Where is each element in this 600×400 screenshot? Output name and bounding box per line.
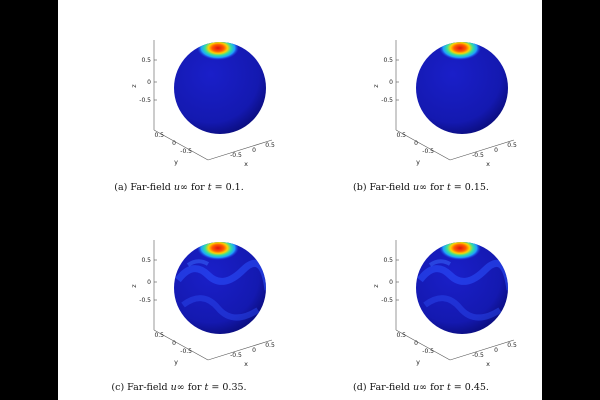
x-axis-label: x	[244, 360, 248, 368]
far-field-plot: 0.50-0.5z0.50-0.5y-0.500.5x654321	[372, 240, 517, 368]
panel-a: 0.50-0.5z0.50-0.5y-0.500.5x4.543.532.521…	[58, 0, 300, 200]
z-tick-label: 0	[147, 279, 151, 286]
x-tick-label: -0.5	[230, 152, 242, 159]
y-tick-label: 0	[414, 340, 418, 347]
figure-page: 0.50-0.5z0.50-0.5y-0.500.5x4.543.532.521…	[58, 0, 542, 400]
caption-b: (b) Far-field u∞ for t = 0.15.	[353, 182, 489, 193]
x-axis-line	[207, 339, 273, 361]
x-tick-label: 0.5	[265, 342, 275, 349]
y-axis-label: y	[416, 158, 420, 166]
x-tick-label: -0.5	[472, 352, 484, 359]
x-tick-label: 0	[494, 147, 498, 154]
x-axis-label: x	[486, 360, 490, 368]
y-tick-label: 0.5	[396, 332, 406, 339]
z-tick-label: 0.5	[141, 57, 151, 64]
x-tick-label: -0.5	[230, 352, 242, 359]
z-tick-label: 0	[147, 79, 151, 86]
hotspot	[439, 42, 481, 60]
x-axis-line	[449, 339, 515, 361]
hotspot	[439, 242, 481, 260]
axes-frame	[153, 240, 273, 361]
hotspot	[197, 42, 239, 60]
z-tick-label: 0.5	[383, 57, 393, 64]
y-tick-label: 0	[172, 340, 176, 347]
caption-a: (a) Far-field u∞ for t = 0.1.	[114, 182, 244, 193]
y-axis-label: y	[416, 358, 420, 366]
x-tick-label: 0	[252, 147, 256, 154]
far-field-plot: 0.50-0.5z0.50-0.5y-0.500.5x4.543.532.521…	[130, 40, 275, 168]
sphere	[416, 242, 508, 334]
x-tick-label: 0	[252, 347, 256, 354]
x-tick-label: 0	[494, 347, 498, 354]
y-axis-line	[395, 129, 451, 161]
panel-d: 0.50-0.5z0.50-0.5y-0.500.5x654321 (d) Fa…	[300, 200, 542, 400]
y-tick-label: -0.5	[180, 348, 192, 355]
z-tick-label: -0.5	[381, 97, 393, 104]
y-tick-label: 0.5	[154, 332, 164, 339]
interference-band	[428, 259, 452, 267]
x-axis-label: x	[244, 160, 248, 168]
z-axis-label: z	[130, 84, 138, 88]
y-tick-label: -0.5	[422, 148, 434, 155]
far-field-plot: 0.50-0.5z0.50-0.5y-0.500.5x4.543.532.521…	[372, 40, 517, 168]
x-tick-label: 0.5	[265, 142, 275, 149]
z-tick-label: 0	[389, 279, 393, 286]
x-axis-label: x	[486, 160, 490, 168]
axes-frame	[395, 40, 515, 161]
far-field-plot: 0.50-0.5z0.50-0.5y-0.500.5x654321	[130, 240, 275, 368]
z-tick-label: 0	[389, 79, 393, 86]
y-axis-line	[153, 129, 209, 161]
panel-c: 0.50-0.5z0.50-0.5y-0.500.5x654321 (c) Fa…	[58, 200, 300, 400]
sphere	[174, 242, 266, 334]
x-axis-line	[207, 139, 273, 161]
interference-band	[186, 259, 210, 267]
caption-d: (d) Far-field u∞ for t = 0.45.	[353, 382, 489, 393]
z-tick-label: 0.5	[383, 257, 393, 264]
x-tick-label: 0.5	[507, 142, 517, 149]
panel-b: 0.50-0.5z0.50-0.5y-0.500.5x4.543.532.521…	[300, 0, 542, 200]
y-tick-label: -0.5	[422, 348, 434, 355]
y-tick-label: 0.5	[396, 132, 406, 139]
z-tick-label: 0.5	[141, 257, 151, 264]
z-axis-label: z	[372, 84, 380, 88]
y-axis-label: y	[174, 358, 178, 366]
y-tick-label: 0.5	[154, 132, 164, 139]
z-tick-label: -0.5	[381, 297, 393, 304]
interference-band	[423, 295, 502, 321]
x-tick-label: 0.5	[507, 342, 517, 349]
y-tick-label: 0	[172, 140, 176, 147]
y-axis-label: y	[174, 158, 178, 166]
y-tick-label: 0	[414, 140, 418, 147]
axes-frame	[395, 240, 515, 361]
y-axis-line	[395, 329, 451, 361]
interference-band	[175, 259, 266, 291]
z-axis-label: z	[130, 284, 138, 288]
z-axis-label: z	[372, 284, 380, 288]
interference-band	[181, 295, 260, 321]
y-tick-label: -0.5	[180, 148, 192, 155]
sphere	[416, 42, 508, 134]
caption-c: (c) Far-field u∞ for t = 0.35.	[111, 382, 247, 393]
x-axis-line	[449, 139, 515, 161]
sphere	[174, 42, 266, 134]
x-tick-label: -0.5	[472, 152, 484, 159]
z-tick-label: -0.5	[139, 97, 151, 104]
z-tick-label: -0.5	[139, 297, 151, 304]
y-axis-line	[153, 329, 209, 361]
interference-band	[417, 259, 508, 291]
axes-frame	[153, 40, 273, 161]
hotspot	[197, 242, 239, 260]
